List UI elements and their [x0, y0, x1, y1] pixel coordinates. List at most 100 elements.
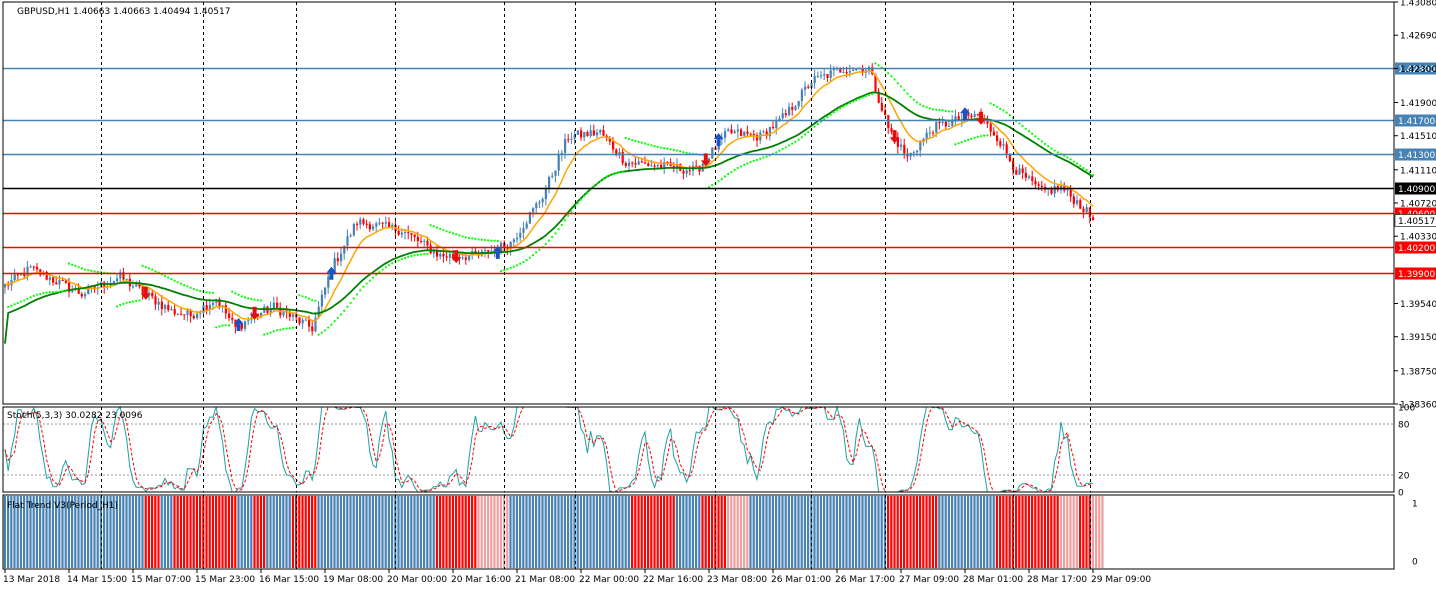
sar-dot: [317, 333, 320, 336]
flat-trend-bar: [1047, 496, 1050, 568]
sar-dot: [266, 332, 269, 335]
flat-trend-bar: [7, 496, 10, 568]
flat-trend-bar: [266, 496, 269, 568]
sar-dot: [39, 292, 42, 296]
flat-trend-bar: [1021, 496, 1024, 568]
flat-trend-bar: [327, 496, 330, 568]
level-label: 1.40900: [1398, 185, 1435, 195]
candle-body: [538, 202, 541, 204]
candle-body: [311, 326, 314, 332]
flat-trend-bar: [659, 496, 662, 568]
flat-trend-bar: [199, 496, 202, 568]
flat-trend-bar: [922, 496, 925, 568]
flat-trend-bar: [1072, 496, 1075, 568]
flat-trend-bar: [1005, 496, 1008, 568]
flat-trend-bar: [541, 496, 544, 568]
sar-dot: [77, 265, 80, 269]
sar-dot: [298, 294, 301, 297]
flat-trend-bar: [739, 496, 742, 568]
sar-dot: [192, 288, 195, 291]
candle-body: [487, 250, 490, 254]
price-tick-label: 1.38750: [1400, 367, 1436, 377]
candle-body: [384, 222, 387, 224]
flat-trend-bar: [1015, 496, 1018, 568]
candle-body: [941, 121, 944, 123]
sar-dot: [711, 184, 714, 187]
flat-trend-bar: [618, 496, 621, 568]
sar-dot: [410, 254, 413, 258]
candle-body: [327, 276, 330, 288]
sar-dot: [890, 75, 893, 78]
candle-body: [685, 170, 688, 174]
sar-dot: [496, 239, 499, 243]
candle-body: [775, 119, 778, 129]
sar-dot: [829, 113, 832, 116]
candle-body: [637, 161, 640, 165]
price-tick-label: 1.38360: [1400, 401, 1436, 411]
stochastic-title: Stoch(5,3,3) 30.0282 23.0096: [7, 411, 143, 421]
flat-trend-bar: [720, 496, 723, 568]
buy-arrow-icon: [233, 318, 244, 332]
flat-trend-bar: [583, 496, 586, 568]
candle-body: [288, 312, 291, 317]
candle-body: [282, 310, 285, 316]
candle-body: [36, 266, 39, 270]
sar-dot: [557, 228, 560, 231]
flat-trend-bar: [333, 496, 336, 568]
candle-body: [823, 74, 826, 76]
level-label-box: [1395, 62, 1436, 75]
candle-body: [743, 131, 746, 136]
flat-trend-bar: [557, 496, 560, 568]
ma-fast-line: [4, 70, 1094, 322]
candle-body: [916, 150, 919, 153]
sar-dot: [19, 300, 23, 303]
price-tick-label: 1.43080: [1400, 0, 1436, 9]
candle-body: [653, 165, 656, 167]
flat-trend-bar: [106, 496, 109, 568]
sar-dot: [842, 105, 845, 108]
sar-dot: [919, 103, 922, 106]
flat-trend-bar: [941, 496, 944, 568]
candle-body: [944, 121, 947, 127]
candle-body: [170, 309, 173, 311]
sar-dot: [45, 291, 48, 294]
candle-body: [388, 222, 391, 227]
flat-trend-bar: [176, 496, 179, 568]
stochastic-frame: [2, 406, 1395, 493]
sar-dot: [1040, 140, 1043, 143]
flat-trend-bar: [823, 496, 826, 568]
flat-trend-bar: [842, 496, 845, 568]
sar-dot: [170, 277, 173, 281]
sar-dot: [563, 219, 567, 222]
candle-body: [116, 278, 119, 282]
flat-trend-bar: [640, 496, 643, 568]
sar-dot: [845, 103, 848, 106]
flat-trend-bar: [1024, 496, 1027, 568]
flat-trend-bar: [899, 496, 902, 568]
candle-body: [730, 129, 733, 134]
candle-body: [23, 273, 26, 277]
sar-dot: [71, 263, 74, 266]
sar-dot: [336, 316, 339, 320]
candle-body: [119, 272, 122, 279]
sar-dot: [979, 135, 983, 138]
flat-trend-bar: [250, 496, 253, 568]
flat-trend-bar: [656, 496, 659, 568]
sar-dot: [29, 296, 32, 299]
candle-body: [1024, 172, 1027, 178]
flat-trend-bar: [109, 496, 112, 568]
flat-trend-bar: [650, 496, 653, 568]
sar-dot: [83, 268, 87, 271]
time-label: 28 Mar 01:00: [963, 575, 1023, 585]
candle-body: [39, 269, 42, 276]
flat-trend-bar: [883, 496, 886, 568]
candle-body: [176, 313, 179, 315]
sell-arrow-icon: [451, 250, 462, 264]
sar-dot: [826, 116, 829, 119]
candle-body: [154, 296, 157, 305]
sar-dot: [1024, 127, 1027, 130]
candle-body: [26, 266, 29, 277]
flat-trend-bar: [435, 496, 438, 568]
candle-body: [925, 132, 928, 139]
flat-trend-bar: [1002, 496, 1005, 568]
